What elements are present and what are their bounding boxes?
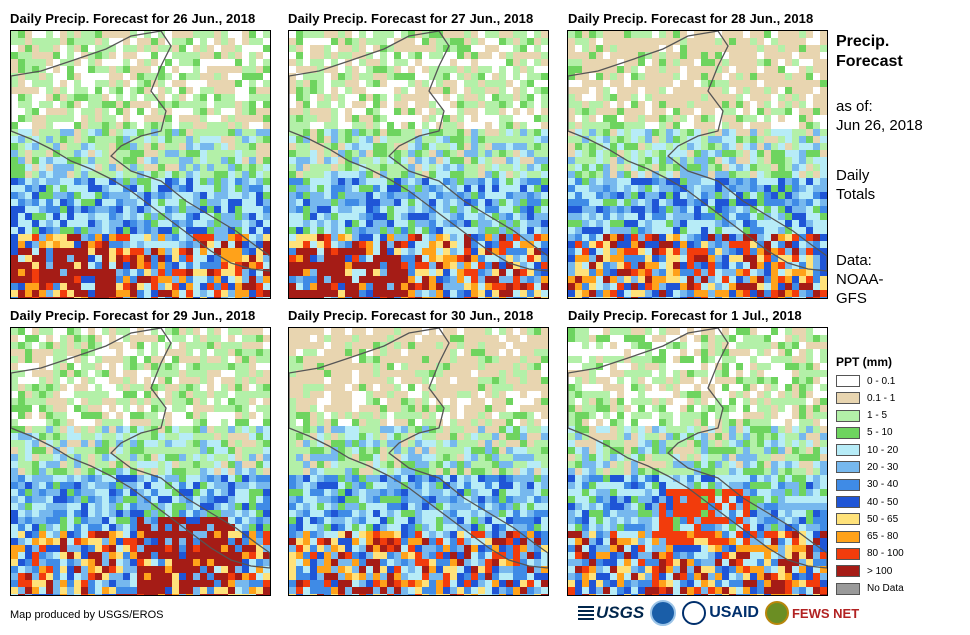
legend-item: 65 - 80 [836, 529, 956, 545]
legend-item: > 100 [836, 563, 956, 579]
precip-map-30-jun [288, 327, 549, 596]
as-of-value: Jun 26, 2018 [836, 117, 923, 134]
data-source: Data: NOAA- GFS [836, 251, 884, 308]
legend-swatch [836, 426, 860, 439]
as-of-label: as of: [836, 98, 873, 115]
legend-label: 0.1 - 1 [867, 392, 896, 404]
legend-label: 0 - 0.1 [867, 375, 896, 387]
precip-map-26-jun [10, 30, 271, 299]
legend-item: No Data [836, 581, 956, 597]
panel-title-6: Daily Precip. Forecast for 1 Jul., 2018 [568, 308, 802, 323]
fews-seal-icon [764, 601, 789, 625]
precip-map-1-jul [567, 327, 828, 596]
legend-swatch [836, 478, 860, 491]
panel-title-3: Daily Precip. Forecast for 28 Jun., 2018 [568, 11, 814, 26]
noaa-logo-icon [650, 600, 677, 626]
coastline [289, 31, 548, 272]
data-source-line2: NOAA- [836, 271, 884, 288]
legend-item: 0 - 0.1 [836, 373, 956, 389]
legend-swatch [836, 530, 860, 543]
legend-label: > 100 [867, 565, 893, 577]
totals-line1: Daily [836, 167, 870, 184]
precip-cells [289, 31, 548, 298]
side-title: Precip. Forecast [836, 32, 903, 72]
legend-swatch [836, 496, 860, 509]
side-title-line2: Forecast [836, 53, 903, 70]
data-source-line1: Data: [836, 252, 872, 269]
legend-label: 20 - 30 [867, 461, 899, 473]
legend-label: 10 - 20 [867, 444, 899, 456]
legend-swatch [836, 582, 860, 595]
legend-swatch [836, 565, 860, 578]
usgs-logo-text: USGS [596, 603, 645, 622]
coastline [568, 328, 827, 569]
legend-item: 50 - 65 [836, 511, 956, 527]
legend-label: 1 - 5 [867, 410, 888, 422]
usaid-seal-icon [682, 601, 707, 625]
usaid-logo-text: USAID [709, 604, 759, 621]
as-of-date: as of: Jun 26, 2018 [836, 97, 923, 135]
panel-title-2: Daily Precip. Forecast for 27 Jun., 2018 [288, 11, 534, 26]
coastline [568, 31, 827, 272]
legend-label: No Data [867, 583, 904, 595]
precip-cells [568, 31, 827, 298]
legend-swatch [836, 409, 860, 422]
legend-label: 65 - 80 [867, 531, 899, 543]
fews-logo: FEWS NET [764, 601, 860, 625]
credit-text: Map produced by USGS/EROS [10, 609, 164, 621]
usaid-logo: USAID [682, 601, 759, 625]
precip-cells [11, 31, 270, 298]
legend-item: 30 - 40 [836, 477, 956, 493]
legend-swatch [836, 547, 860, 560]
precip-map-28-jun [567, 30, 828, 299]
legend-swatch [836, 513, 860, 526]
legend-item: 1 - 5 [836, 408, 956, 424]
side-title-line1: Precip. [836, 33, 890, 50]
legend-swatch [836, 375, 860, 387]
legend-label: 40 - 50 [867, 496, 899, 508]
usgs-wave-icon [578, 606, 594, 620]
precip-cells [568, 328, 827, 595]
precip-cells [11, 328, 270, 595]
coastline [11, 328, 270, 569]
legend-label: 30 - 40 [867, 479, 899, 491]
panel-title-5: Daily Precip. Forecast for 30 Jun., 2018 [288, 308, 534, 323]
precip-map-27-jun [288, 30, 549, 299]
legend-item: 10 - 20 [836, 442, 956, 458]
data-source-line3: GFS [836, 290, 867, 307]
legend-swatch [836, 444, 860, 457]
legend-swatch [836, 461, 860, 474]
legend-label: 5 - 10 [867, 427, 893, 439]
coastline [289, 328, 548, 569]
usgs-logo: USGS [578, 603, 644, 623]
precip-map-29-jun [10, 327, 271, 596]
legend-item: 5 - 10 [836, 425, 956, 441]
totals-label: Daily Totals [836, 166, 875, 204]
legend-swatch [836, 392, 860, 405]
agency-logos: USGS USAID FEWS NET [578, 600, 859, 626]
panel-title-1: Daily Precip. Forecast for 26 Jun., 2018 [10, 11, 256, 26]
legend-title: PPT (mm) [836, 355, 893, 369]
fews-logo-text: FEWS NET [791, 605, 860, 621]
legend-item: 20 - 30 [836, 459, 956, 475]
totals-line2: Totals [836, 186, 876, 203]
legend-item: 40 - 50 [836, 494, 956, 510]
precip-legend: PPT (mm) 0 - 0.1 0.1 - 1 1 - 5 5 - 10 10 - 2… [836, 355, 956, 598]
precip-cells [289, 328, 548, 595]
legend-label: 50 - 65 [867, 513, 899, 525]
legend-label: 80 - 100 [867, 548, 904, 560]
coastline [11, 31, 270, 272]
panel-title-4: Daily Precip. Forecast for 29 Jun., 2018 [10, 308, 256, 323]
legend-item: 0.1 - 1 [836, 390, 956, 406]
legend-item: 80 - 100 [836, 546, 956, 562]
